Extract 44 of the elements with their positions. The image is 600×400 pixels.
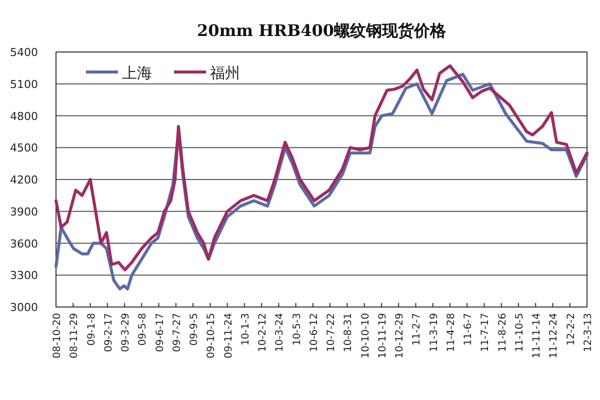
x-tick-label: 10-1-3 bbox=[240, 313, 252, 346]
x-tick-label: 11-2-7 bbox=[412, 313, 423, 346]
x-tick-label: 09-9-5 bbox=[189, 313, 200, 346]
y-tick-label: 3000 bbox=[10, 301, 38, 314]
x-tick-label: 10-2-12 bbox=[258, 313, 269, 352]
x-tick-label: 12-3-13 bbox=[583, 313, 594, 352]
x-tick-label: 09-3-29 bbox=[120, 313, 132, 352]
y-tick-label: 5100 bbox=[10, 78, 38, 91]
y-tick-label: 3600 bbox=[10, 237, 38, 250]
x-tick-label: 11-3-19 bbox=[428, 313, 440, 352]
y-tick-label: 4200 bbox=[10, 174, 38, 186]
x-tick-label: 09-2-17 bbox=[103, 313, 114, 352]
y-tick-label: 4800 bbox=[10, 110, 38, 123]
x-tick-label: 09-11-24 bbox=[223, 313, 234, 358]
x-tick-label: 09-7-27 bbox=[172, 313, 183, 352]
x-tick-label: 10-8-31 bbox=[343, 313, 354, 352]
x-tick-label: 11-8-26 bbox=[497, 313, 508, 352]
y-tick-label: 3300 bbox=[10, 269, 38, 282]
x-tick-label: 08-10-20 bbox=[52, 313, 63, 358]
x-tick-label: 10-12-29 bbox=[394, 313, 406, 358]
y-tick-label: 5400 bbox=[10, 46, 38, 59]
x-tick-label: 09-10-15 bbox=[206, 313, 218, 358]
x-tick-label: 11-7-17 bbox=[480, 313, 492, 352]
x-tick-label: 11-11-14 bbox=[532, 313, 543, 358]
y-tick-label: 4500 bbox=[10, 142, 38, 155]
x-tick-label: 08-11-29 bbox=[69, 313, 80, 358]
legend-label: 福州 bbox=[210, 64, 240, 82]
x-tick-label: 10-3-24 bbox=[274, 313, 286, 352]
x-tick-label: 11-4-28 bbox=[446, 313, 457, 352]
x-tick-label: 11-12-24 bbox=[548, 313, 560, 358]
x-tick-label: 11-6-7 bbox=[463, 313, 474, 346]
chart-title: 20mm HRB400螺纹钢现货价格 bbox=[196, 21, 448, 40]
x-tick-label: 11-10-5 bbox=[514, 313, 526, 352]
x-tick-label: 10-7-22 bbox=[326, 313, 338, 352]
x-tick-label: 10-5-3 bbox=[292, 313, 303, 346]
y-tick-label: 3900 bbox=[10, 205, 38, 218]
legend-label: 上海 bbox=[122, 64, 152, 82]
x-tick-label: 09-6-17 bbox=[154, 313, 166, 352]
x-tick-label: 10-6-12 bbox=[308, 313, 320, 352]
x-tick-label: 10-11-19 bbox=[377, 313, 388, 358]
x-tick-label: 10-10-10 bbox=[360, 313, 372, 358]
x-tick-label: 09-1-8 bbox=[86, 313, 98, 346]
x-tick-label: 12-2-2 bbox=[566, 313, 577, 346]
x-tick-label: 09-5-8 bbox=[138, 313, 149, 346]
